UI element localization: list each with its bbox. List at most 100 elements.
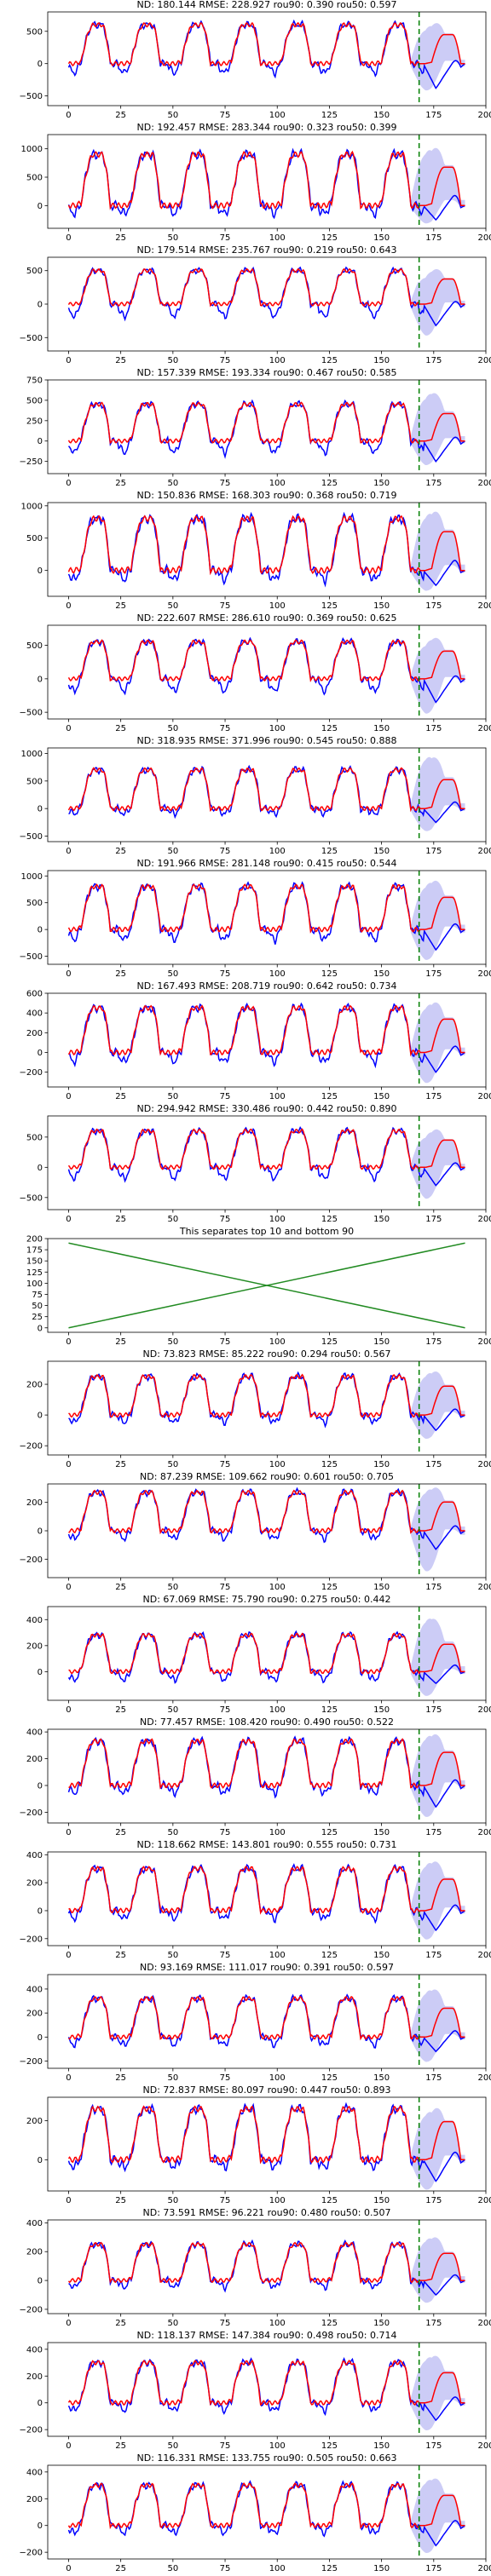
x-tick-label: 75	[220, 2319, 231, 2328]
x-tick-label: 0	[66, 1215, 71, 1224]
y-tick-label: 200	[26, 2248, 43, 2257]
y-tick-label: 0	[38, 566, 43, 576]
target-series-line	[67, 1735, 465, 1808]
y-tick-label: 500	[26, 267, 43, 276]
x-tick-label: 0	[66, 1460, 71, 1469]
x-tick-label: 100	[269, 2196, 286, 2205]
chart-svg: 0 25 50 75 100 125 150 175 200 −500 0 500	[20, 11, 491, 120]
prediction-series-line	[67, 21, 465, 67]
x-tick-label: 150	[373, 233, 390, 243]
x-tick-label: 200	[477, 1951, 491, 1960]
x-tick-label: 0	[66, 969, 71, 979]
target-series-line	[67, 1486, 465, 1550]
x-tick-label: 200	[477, 724, 491, 733]
confidence-band	[410, 1371, 465, 1439]
x-tick-label: 50	[167, 1460, 178, 1469]
x-tick-label: 25	[115, 2564, 126, 2573]
y-tick-label: −500	[20, 92, 43, 101]
x-tick-label: 0	[66, 479, 71, 488]
prediction-series-line	[67, 883, 465, 934]
x-tick-label: 125	[321, 969, 338, 979]
x-tick-label: 100	[269, 356, 286, 365]
axes-frame	[47, 379, 487, 474]
chart-svg: 0 25 50 75 100 125 150 175 200 0 500 1000	[21, 502, 491, 611]
x-tick-label: 0	[66, 1337, 71, 1347]
x-tick-label: 50	[167, 1092, 178, 1101]
chart-panel: ND: 222.607 RMSE: 286.610 rou90: 0.369 r…	[0, 612, 491, 736]
chart-title: ND: 191.966 RMSE: 281.148 rou90: 0.415 r…	[136, 858, 397, 869]
prediction-series-line	[67, 1128, 465, 1170]
y-tick-label: 100	[26, 1279, 43, 1289]
x-tick-label: 0	[66, 111, 71, 120]
x-tick-label: 0	[66, 233, 71, 243]
y-tick-label: 0	[38, 1412, 43, 1421]
y-tick-label: 0	[38, 1324, 43, 1333]
prediction-series-line	[67, 2359, 465, 2406]
axes-frame	[47, 1606, 487, 1701]
x-tick-label: 150	[373, 847, 390, 856]
confidence-band	[410, 1487, 465, 1572]
axes-frame	[47, 2096, 487, 2192]
x-tick-label: 150	[373, 2196, 390, 2205]
x-tick-label: 75	[220, 111, 231, 120]
chart-svg: 0 25 50 75 100 125 150 175 200 −500 0 500	[20, 1115, 491, 1224]
x-tick-label: 75	[220, 1337, 231, 1347]
x-tick-label: 75	[220, 1215, 231, 1224]
y-tick-label: 400	[26, 1985, 43, 1994]
x-tick-label: 125	[321, 356, 338, 365]
y-tick-label: 200	[26, 2495, 43, 2504]
axes-frame	[47, 11, 487, 106]
y-tick-label: 0	[38, 2156, 43, 2165]
chart-title: ND: 118.137 RMSE: 147.384 rou90: 0.498 r…	[136, 2330, 397, 2341]
chart-title: ND: 192.457 RMSE: 283.344 rou90: 0.323 r…	[136, 122, 397, 133]
x-tick-label: 100	[269, 601, 286, 611]
y-tick-label: 0	[38, 301, 43, 310]
chart-title: ND: 222.607 RMSE: 286.610 rou90: 0.369 r…	[136, 612, 397, 624]
x-tick-label: 125	[321, 2441, 338, 2451]
y-tick-label: 250	[26, 417, 43, 426]
x-tick-label: 150	[373, 1705, 390, 1715]
y-tick-label: 200	[26, 1879, 43, 1889]
x-tick-label: 100	[269, 2564, 286, 2573]
target-series-line	[68, 764, 465, 824]
x-tick-label: 100	[269, 2441, 286, 2451]
prediction-series-line	[67, 267, 465, 308]
x-tick-label: 100	[269, 1828, 286, 1837]
x-tick-label: 150	[373, 1215, 390, 1224]
chart-title: ND: 72.837 RMSE: 80.097 rou90: 0.447 rou…	[142, 2084, 391, 2096]
x-tick-label: 125	[321, 1705, 338, 1715]
y-tick-label: −200	[20, 1935, 43, 1944]
chart-title: ND: 118.662 RMSE: 143.801 rou90: 0.555 r…	[136, 1839, 397, 1850]
chart-svg: 0 25 50 75 100 125 150 175 200 −500 0 500	[20, 256, 491, 365]
x-tick-label: 75	[220, 1460, 231, 1469]
chart-title: ND: 318.935 RMSE: 371.996 rou90: 0.545 r…	[136, 735, 397, 746]
x-tick-label: 200	[477, 2564, 491, 2573]
x-tick-label: 200	[477, 1460, 491, 1469]
x-tick-label: 175	[425, 847, 442, 856]
x-tick-label: 150	[373, 724, 390, 733]
y-tick-label: 200	[26, 1642, 43, 1651]
y-tick-label: −500	[20, 952, 43, 962]
y-tick-label: 400	[26, 1009, 43, 1019]
x-tick-label: 75	[220, 601, 231, 611]
x-tick-label: 25	[115, 969, 126, 979]
x-tick-label: 50	[167, 847, 178, 856]
y-tick-label: 1000	[21, 145, 43, 154]
x-tick-label: 125	[321, 2196, 338, 2205]
y-tick-label: 0	[38, 805, 43, 814]
x-tick-label: 125	[321, 2564, 338, 2573]
axes-frame	[47, 1851, 487, 1946]
y-tick-label: −500	[20, 709, 43, 718]
x-tick-label: 25	[115, 1092, 126, 1101]
target-series-line	[67, 1993, 465, 2053]
y-tick-label: −200	[20, 2549, 43, 2558]
chart-panel: ND: 116.331 RMSE: 133.755 rou90: 0.505 r…	[0, 2452, 491, 2576]
target-series-line	[67, 1630, 465, 1685]
chart-svg: 0 25 50 75 100 125 150 175 200 −500 0 500	[20, 624, 491, 733]
prediction-series-line	[67, 2105, 465, 2165]
x-tick-label: 25	[115, 1828, 126, 1837]
y-tick-label: 0	[38, 1906, 43, 1916]
x-tick-label: 125	[321, 1337, 338, 1347]
chart-title: ND: 77.457 RMSE: 108.420 rou90: 0.490 ro…	[140, 1716, 394, 1728]
y-tick-label: 200	[26, 2117, 43, 2126]
